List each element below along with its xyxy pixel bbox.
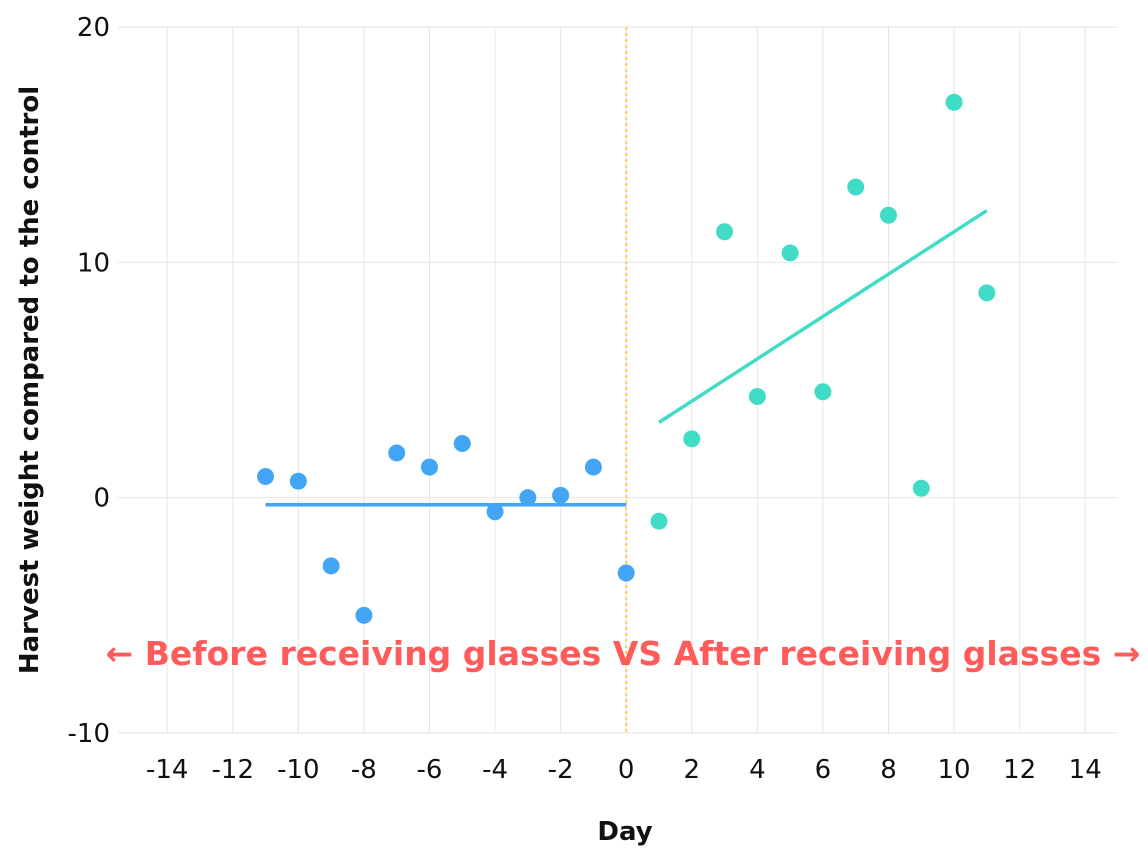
x-tick-label: -2 <box>548 755 574 785</box>
after-data-point <box>748 387 766 405</box>
before-after-annotation: ← Before receiving glasses VS After rece… <box>106 634 1141 673</box>
x-tick-label: 4 <box>749 755 766 785</box>
tick-labels: -14 -12 -10 -8 -6 -4 -2 0 2 4 6 8 10 12 14 -10 0 10 20 <box>68 13 1102 785</box>
x-tick-label: 0 <box>618 755 635 785</box>
after-data-point <box>912 479 930 497</box>
after-data-point <box>847 178 865 196</box>
before-data-point <box>519 489 537 507</box>
y-tick-label: -10 <box>68 719 110 749</box>
x-tick-label: 12 <box>1003 755 1036 785</box>
before-data-point <box>552 486 570 504</box>
x-tick-label: 14 <box>1069 755 1102 785</box>
after-data-point <box>945 93 963 111</box>
before-data-point <box>453 435 471 453</box>
before-data-point <box>486 503 504 521</box>
before-data-point <box>584 458 602 476</box>
x-tick-label: -12 <box>212 755 254 785</box>
data-points <box>257 93 996 624</box>
before-data-point <box>388 444 406 462</box>
before-data-point <box>257 467 275 485</box>
x-tick-label: -14 <box>146 755 188 785</box>
after-data-point <box>716 223 734 241</box>
trend-lines <box>265 209 988 507</box>
x-tick-label: 2 <box>683 755 700 785</box>
y-tick-label: 0 <box>93 484 110 514</box>
after-data-point <box>879 206 897 224</box>
after-data-point <box>978 284 996 302</box>
before-data-point <box>289 472 307 490</box>
x-tick-label: -8 <box>351 755 377 785</box>
before-data-point <box>355 606 373 624</box>
after-data-point <box>650 512 668 530</box>
grid-lines <box>118 26 1118 734</box>
y-tick-label: 20 <box>77 13 110 43</box>
x-axis-title: Day <box>597 817 652 847</box>
y-axis-title: Harvest weight compared to the control <box>15 86 45 674</box>
x-tick-label: -6 <box>417 755 443 785</box>
x-tick-label: 6 <box>815 755 832 785</box>
x-tick-label: 10 <box>938 755 971 785</box>
x-tick-label: 8 <box>880 755 897 785</box>
after-data-point <box>683 430 701 448</box>
before-data-point <box>617 564 635 582</box>
y-tick-label: 10 <box>77 248 110 278</box>
x-tick-label: -10 <box>277 755 319 785</box>
after-data-point <box>781 244 799 262</box>
before-data-point <box>322 557 340 575</box>
after-trend-line <box>658 209 988 424</box>
x-tick-label: -4 <box>482 755 508 785</box>
after-data-point <box>814 383 832 401</box>
before-data-point <box>420 458 438 476</box>
